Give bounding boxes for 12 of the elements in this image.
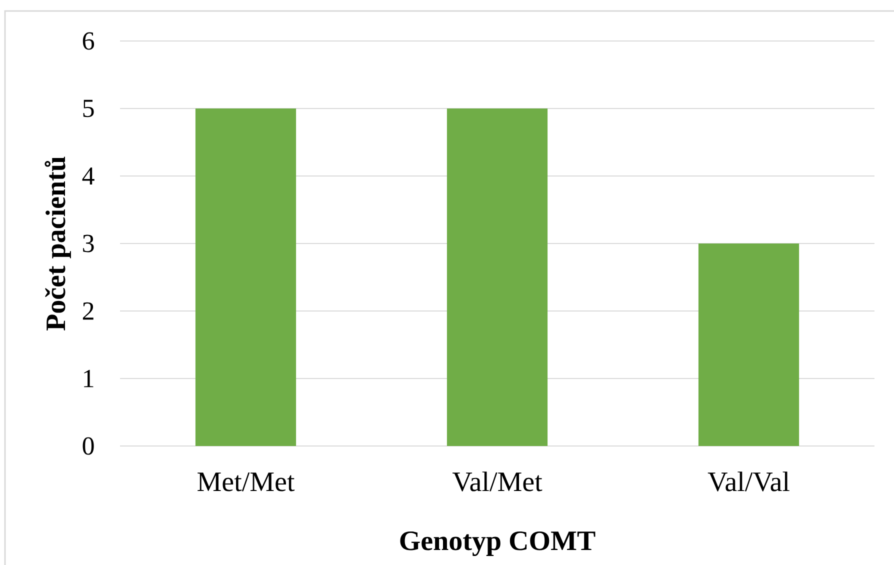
x-tick-label: Val/Val [708, 472, 790, 492]
y-tick-label: 2 [82, 302, 94, 320]
x-tick-label: Val/Met [452, 472, 542, 492]
y-tick-label: 4 [82, 167, 94, 185]
y-tick-label: 5 [83, 100, 94, 118]
y-tick-label: 1 [84, 370, 94, 388]
y-tick-label: 3 [83, 234, 94, 252]
y-tick-label: 0 [82, 437, 94, 455]
y-tick-label: 6 [82, 32, 94, 50]
x-axis-title: Genotyp COMT [400, 531, 596, 556]
x-tick-label: Met/Met [198, 472, 295, 492]
y-axis-title: Počet pacientů [44, 156, 71, 330]
